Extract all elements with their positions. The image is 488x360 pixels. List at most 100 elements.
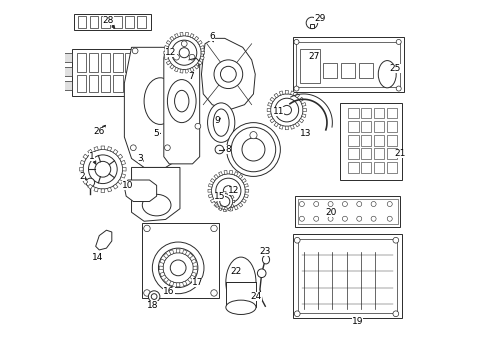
Circle shape [293, 40, 298, 44]
Polygon shape [191, 272, 196, 277]
Polygon shape [163, 278, 168, 283]
Polygon shape [159, 266, 163, 270]
Polygon shape [302, 108, 306, 112]
Circle shape [217, 194, 232, 210]
Circle shape [143, 225, 150, 231]
Bar [101, 75, 110, 92]
Polygon shape [208, 194, 212, 198]
Bar [125, 53, 135, 72]
Circle shape [219, 197, 229, 207]
Polygon shape [182, 281, 187, 286]
Bar [359, 63, 372, 78]
Polygon shape [182, 250, 187, 255]
Polygon shape [234, 172, 238, 176]
Text: 23: 23 [259, 247, 270, 256]
Circle shape [342, 216, 346, 221]
Polygon shape [223, 192, 225, 194]
Polygon shape [299, 97, 303, 102]
Polygon shape [107, 188, 112, 192]
Polygon shape [244, 189, 248, 192]
Text: 13: 13 [299, 129, 310, 138]
Bar [361, 135, 371, 145]
Circle shape [152, 242, 203, 294]
Ellipse shape [174, 90, 188, 112]
Polygon shape [121, 160, 125, 165]
Bar [373, 108, 384, 118]
Polygon shape [301, 114, 305, 118]
Bar [64, 53, 72, 62]
Ellipse shape [225, 300, 255, 315]
Polygon shape [80, 167, 83, 171]
Circle shape [392, 237, 398, 243]
Text: 2: 2 [80, 172, 85, 181]
Circle shape [179, 48, 189, 58]
Text: 19: 19 [351, 317, 363, 326]
Bar [373, 135, 384, 145]
Circle shape [189, 54, 195, 60]
Circle shape [86, 178, 94, 187]
Circle shape [342, 202, 346, 207]
Polygon shape [215, 204, 218, 208]
Polygon shape [200, 56, 204, 60]
Polygon shape [273, 93, 278, 98]
Polygon shape [244, 184, 248, 187]
Circle shape [294, 237, 300, 243]
Bar [386, 121, 396, 132]
Polygon shape [242, 179, 246, 183]
Polygon shape [169, 281, 173, 286]
Ellipse shape [142, 194, 171, 216]
Polygon shape [113, 149, 118, 154]
Bar [348, 162, 358, 173]
Bar [300, 49, 319, 83]
Bar [348, 108, 358, 118]
Polygon shape [218, 192, 221, 195]
Bar [113, 17, 122, 28]
Polygon shape [163, 253, 168, 258]
Bar [89, 53, 98, 72]
Bar [113, 53, 122, 72]
Circle shape [299, 202, 304, 207]
Polygon shape [180, 32, 183, 36]
Polygon shape [193, 266, 197, 270]
Polygon shape [229, 170, 232, 174]
Polygon shape [176, 283, 180, 287]
Circle shape [327, 202, 332, 207]
Circle shape [83, 149, 122, 189]
Polygon shape [218, 206, 222, 210]
Text: 27: 27 [308, 52, 320, 61]
Polygon shape [201, 51, 204, 54]
Polygon shape [213, 203, 218, 207]
Bar [373, 162, 384, 173]
Polygon shape [191, 259, 196, 264]
Circle shape [249, 132, 257, 139]
Bar [348, 148, 358, 159]
Circle shape [370, 216, 375, 221]
Text: 14: 14 [92, 253, 103, 262]
Text: 25: 25 [388, 64, 400, 73]
Circle shape [148, 291, 160, 302]
Polygon shape [101, 189, 104, 193]
Text: 15: 15 [213, 192, 224, 201]
Polygon shape [176, 249, 180, 253]
Polygon shape [163, 51, 167, 54]
Bar [101, 53, 110, 72]
Circle shape [130, 145, 136, 150]
Text: 8: 8 [225, 145, 231, 154]
Polygon shape [273, 122, 278, 127]
Polygon shape [214, 200, 217, 203]
Polygon shape [285, 126, 288, 130]
Bar [64, 67, 72, 76]
Polygon shape [224, 207, 227, 211]
Circle shape [270, 94, 303, 126]
Text: 1: 1 [89, 152, 95, 161]
Polygon shape [166, 61, 170, 65]
Circle shape [294, 311, 300, 317]
Circle shape [158, 248, 198, 288]
Circle shape [163, 253, 193, 283]
Polygon shape [174, 67, 178, 72]
Circle shape [210, 225, 217, 231]
Polygon shape [107, 147, 112, 151]
Circle shape [226, 123, 280, 176]
Polygon shape [213, 174, 218, 179]
Polygon shape [285, 90, 288, 94]
